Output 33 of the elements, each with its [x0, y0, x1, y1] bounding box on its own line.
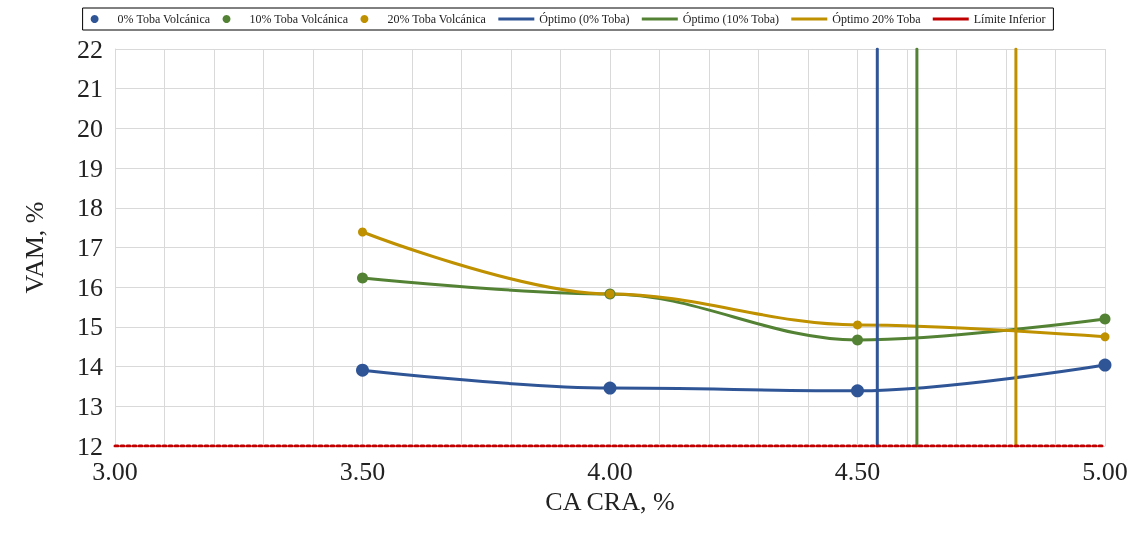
point — [356, 363, 369, 377]
point — [853, 320, 862, 330]
legend-label: Óptimo 20% Toba — [832, 12, 922, 26]
y-axis-title: VAM, % — [19, 201, 49, 294]
y-tick-label: 19 — [77, 153, 103, 183]
y-tick-label: 22 — [77, 34, 103, 64]
point — [1098, 358, 1112, 372]
x-tick-label: 3.50 — [339, 456, 386, 486]
legend-label: 0% Toba Volcánica — [117, 12, 211, 26]
y-tick-label: 17 — [77, 233, 103, 262]
y-tick-label: 16 — [77, 272, 103, 302]
y-tick-label: 15 — [77, 312, 103, 342]
point — [851, 384, 864, 398]
point — [852, 334, 863, 346]
x-tick-label: 5.00 — [1082, 456, 1128, 486]
point — [1099, 313, 1111, 325]
point — [358, 227, 367, 237]
legend-label: 10% Toba Volcánica — [249, 12, 349, 26]
x-axis-title: CA CRA, % — [545, 487, 675, 517]
x-tick-label: 4.50 — [834, 456, 881, 486]
y-tick-label: 14 — [77, 352, 103, 382]
x-tick-label: 4.00 — [587, 456, 633, 486]
legend-label: Óptimo (10% Toba) — [682, 12, 780, 26]
legend-label: 20% Toba Volcánica — [387, 12, 487, 26]
legend-label: Óptimo (0% Toba) — [539, 12, 630, 26]
point — [603, 381, 617, 395]
point — [1100, 332, 1110, 342]
point — [357, 272, 368, 284]
legend-label: Límite Inferior — [973, 12, 1046, 26]
y-tick-label: 21 — [77, 74, 103, 104]
y-tick-label: 18 — [77, 193, 103, 223]
y-tick-label: 20 — [77, 113, 103, 143]
y-tick-label: 13 — [77, 391, 103, 421]
